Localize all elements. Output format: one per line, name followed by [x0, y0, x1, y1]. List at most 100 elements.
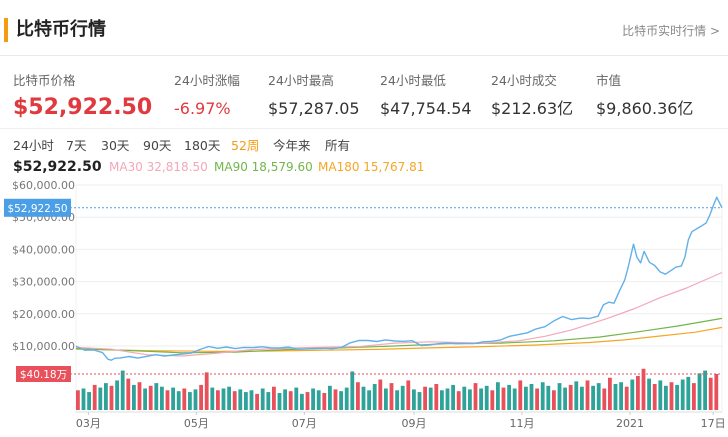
current-price-marker — [4, 198, 71, 217]
volume-bar — [288, 391, 293, 410]
volume-bar — [193, 389, 198, 410]
y-tick-label: $30,000.00 — [12, 276, 75, 289]
current-price-marker-label: $52,922.50 — [7, 203, 67, 215]
tab-24h[interactable]: 24小时 — [13, 138, 54, 153]
volume-bar — [384, 388, 388, 410]
legend-ma180: MA180 15,767.81 — [318, 160, 425, 174]
volume-bar — [692, 383, 696, 410]
stat-low-24h: 24小时最低 $47,754.54 — [380, 72, 472, 122]
volume-bar — [585, 380, 590, 410]
volume-marker-label: $40.18万 — [20, 369, 67, 381]
volume-bar — [686, 376, 691, 410]
volume-bar — [456, 391, 461, 410]
volume-bar — [434, 384, 439, 410]
volume-bar — [613, 384, 618, 410]
volume-bar — [440, 390, 444, 410]
volume-bar — [647, 378, 651, 410]
volume-bar — [356, 382, 360, 410]
stat-high-label: 24小时最高 — [268, 73, 334, 88]
volume-bar — [395, 390, 399, 410]
volume-bar — [244, 392, 248, 410]
volume-bar — [104, 383, 108, 410]
volume-bar — [484, 385, 489, 410]
volume-bar — [328, 385, 332, 410]
realtime-quote-link[interactable]: 比特币实时行情 > — [622, 24, 720, 38]
ma180-line — [75, 326, 723, 352]
stat-volume-value: $212.63亿 — [491, 99, 574, 118]
volume-bar — [367, 390, 371, 410]
tab-ytd[interactable]: 今年来 — [273, 138, 311, 153]
volume-bar — [400, 385, 405, 410]
stat-market-cap-value: $9,860.36亿 — [596, 99, 694, 118]
tab-30d[interactable]: 30天 — [101, 138, 130, 153]
volume-bar — [277, 392, 282, 410]
volume-bar — [148, 385, 153, 410]
volume-bar — [680, 379, 685, 410]
volume-bar — [204, 372, 209, 410]
volume-bar — [423, 386, 427, 410]
volume-bar — [322, 392, 327, 410]
volume-bar — [496, 382, 500, 410]
volume-bar — [316, 390, 321, 410]
tab-90d[interactable]: 90天 — [143, 138, 172, 153]
volume-bar — [468, 389, 472, 410]
stat-change-value: -6.97% — [174, 99, 231, 118]
tab-180d[interactable]: 180天 — [184, 138, 221, 153]
volume-bar — [524, 386, 528, 410]
stat-high-24h: 24小时最高 $57,287.05 — [268, 72, 360, 122]
volume-bar — [591, 385, 595, 410]
volume-bar — [512, 388, 517, 410]
volume-bar — [221, 388, 226, 410]
volume-bar — [636, 375, 640, 410]
volume-bar — [479, 388, 483, 410]
volume-bar — [596, 383, 601, 410]
volume-bar — [154, 383, 159, 410]
x-tick-label: 03月 — [76, 417, 101, 430]
volume-bar — [580, 386, 584, 410]
volume-bar — [652, 384, 657, 410]
stat-price-value: $52,922.50 — [13, 95, 153, 120]
volume-bar — [238, 389, 243, 410]
volume-bar — [361, 386, 366, 410]
volume-bar — [92, 384, 97, 410]
tab-52w[interactable]: 52周 — [231, 138, 260, 153]
x-tick-label: 2021 — [616, 417, 644, 430]
stat-change-24h: 24小时涨幅 -6.97% — [174, 72, 240, 122]
x-tick-label: 05月 — [184, 417, 209, 430]
volume-bar — [507, 384, 511, 410]
volume-bar — [350, 371, 355, 410]
volume-bar — [260, 388, 265, 410]
volume-bar — [428, 387, 433, 410]
volume-bar — [378, 379, 383, 410]
volume-bar — [608, 377, 612, 410]
volume-bar — [535, 388, 539, 410]
price-chart[interactable]: $60,000.00$50,000.00$40,000.00$30,000.00… — [0, 176, 728, 437]
volume-bar — [574, 381, 579, 410]
ma30-line — [75, 271, 723, 357]
volume-bar — [311, 388, 315, 410]
volume-bar — [563, 387, 567, 410]
volume-bar — [462, 386, 467, 410]
stat-market-cap-label: 市值 — [596, 73, 622, 88]
volume-bar — [227, 386, 231, 410]
volume-bar — [176, 391, 181, 410]
volume-bar — [619, 382, 623, 410]
stat-low-label: 24小时最低 — [380, 73, 446, 88]
tab-all[interactable]: 所有 — [325, 138, 351, 153]
tab-7d[interactable]: 7天 — [66, 138, 87, 153]
volume-bar — [109, 385, 114, 410]
volume-bar — [143, 388, 147, 410]
volume-bar — [272, 386, 276, 410]
volume-bar — [641, 368, 646, 410]
x-tick-label: 09月 — [402, 417, 427, 430]
x-tick-label: 07月 — [292, 417, 317, 430]
volume-bar — [344, 387, 349, 410]
volume-bar — [675, 384, 679, 410]
ma90-line — [75, 317, 723, 354]
volume-bar — [445, 388, 450, 410]
volume-bar — [266, 392, 271, 410]
volume-bar — [165, 390, 170, 410]
volume-bar — [120, 370, 125, 410]
volume-bar — [412, 389, 416, 410]
